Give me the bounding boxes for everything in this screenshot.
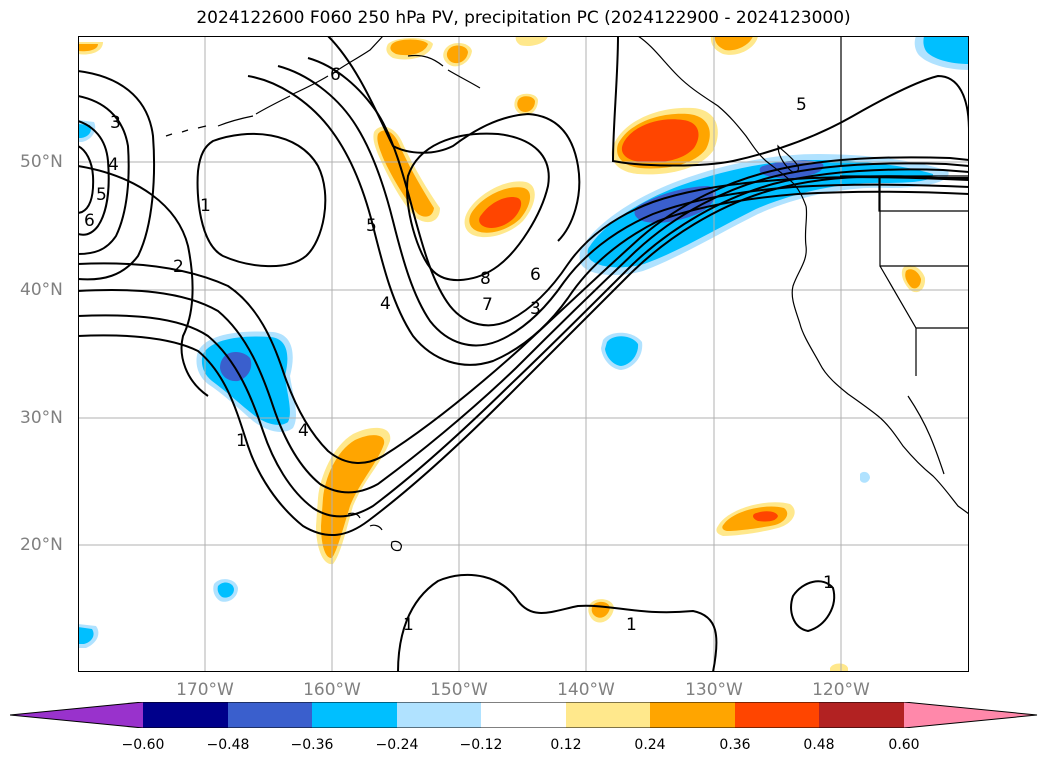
contour-label: 6 <box>330 65 341 85</box>
lon-label-140w: 140°W <box>557 680 615 700</box>
lon-label-170w: 170°W <box>176 680 234 700</box>
lat-label-30n: 30°N <box>20 408 63 428</box>
colorbar-tick-label: −0.12 <box>459 737 503 753</box>
pv-contours <box>78 36 969 672</box>
contour-label: 1 <box>236 431 247 451</box>
contour-label: 3 <box>530 299 541 319</box>
colorbar-bin <box>397 702 481 728</box>
colorbar-tick-label: −0.36 <box>290 737 334 753</box>
contour-label: 1 <box>200 196 211 216</box>
colorbar <box>10 702 1038 728</box>
colorbar-bin <box>312 702 397 728</box>
colorbar-tick-label: 0.24 <box>634 737 666 753</box>
colorbar-tick-label: −0.48 <box>206 737 250 753</box>
colorbar-tick-label: −0.24 <box>375 737 419 753</box>
contour-label: 6 <box>530 265 541 285</box>
contour-label: 4 <box>380 294 391 314</box>
colorbar-under <box>10 702 143 728</box>
lat-label-40n: 40°N <box>20 280 63 300</box>
contour-label: 4 <box>298 421 309 441</box>
contour-label: 5 <box>796 95 807 115</box>
contour-label: 3 <box>110 113 121 133</box>
contour-label: 2 <box>173 257 184 277</box>
contour-label: 1 <box>823 573 834 593</box>
colorbar-bin <box>566 702 650 728</box>
contour-label: 7 <box>482 295 493 315</box>
colorbar-tick-label: 0.36 <box>719 737 751 753</box>
contour-label-layer: 3 4 5 6 1 2 5 4 8 7 6 3 1 4 1 1 1 5 6 <box>84 65 834 635</box>
colorbar-bin <box>143 702 228 728</box>
colorbar-bin <box>228 702 312 728</box>
colorbar-over <box>904 702 1037 728</box>
lon-label-130w: 130°W <box>685 680 743 700</box>
colorbar-bin <box>650 702 735 728</box>
colorbar-bin <box>735 702 819 728</box>
contour-label: 1 <box>626 615 637 635</box>
lat-label-50n: 50°N <box>20 152 63 172</box>
lat-label-20n: 20°N <box>20 535 63 555</box>
lon-label-150w: 150°W <box>430 680 488 700</box>
colorbar-bin <box>481 702 566 728</box>
colorbar-tick-label: −0.60 <box>121 737 165 753</box>
colorbar-bin <box>819 702 904 728</box>
colorbar-tick-label: 0.12 <box>550 737 582 753</box>
contour-label: 5 <box>366 216 377 236</box>
colorbar-tick-label: 0.48 <box>803 737 835 753</box>
contour-label: 8 <box>480 269 491 289</box>
lon-label-120w: 120°W <box>812 680 870 700</box>
contour-label: 6 <box>84 211 95 231</box>
contour-label: 5 <box>96 185 107 205</box>
colorbar-tick-label: 0.60 <box>888 737 920 753</box>
map-title: 2024122600 F060 250 hPa PV, precipitatio… <box>196 8 851 28</box>
lon-label-160w: 160°W <box>303 680 361 700</box>
contour-label: 4 <box>108 155 119 175</box>
map-panel: 3 4 5 6 1 2 5 4 8 7 6 3 1 4 1 1 1 5 6 <box>78 36 969 672</box>
contour-label: 1 <box>403 615 414 635</box>
